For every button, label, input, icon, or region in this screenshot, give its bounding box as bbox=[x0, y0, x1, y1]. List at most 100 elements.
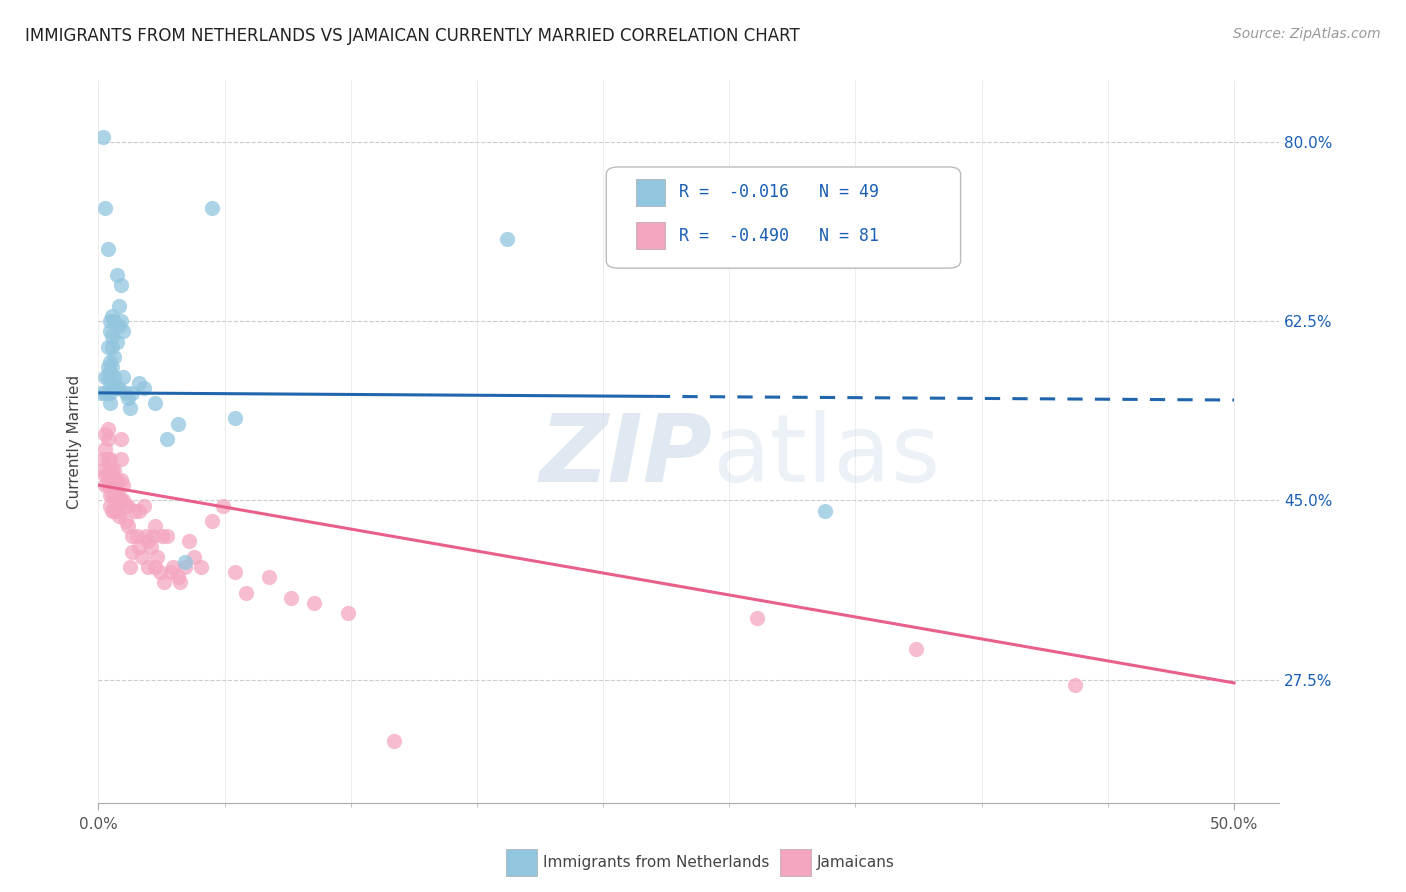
Point bbox=[103, 504, 125, 518]
Point bbox=[101, 329, 124, 343]
Point bbox=[101, 340, 124, 354]
Point bbox=[98, 396, 121, 410]
Text: ZIP: ZIP bbox=[540, 410, 713, 502]
Point bbox=[224, 411, 246, 425]
Text: Source: ZipAtlas.com: Source: ZipAtlas.com bbox=[1233, 27, 1381, 41]
Point bbox=[105, 488, 128, 502]
Point bbox=[103, 463, 125, 477]
Point bbox=[257, 570, 280, 584]
Point bbox=[382, 734, 405, 748]
Point bbox=[110, 314, 132, 328]
Point bbox=[98, 314, 121, 328]
Point bbox=[114, 514, 136, 528]
Point bbox=[114, 385, 136, 400]
Point bbox=[212, 499, 235, 513]
Y-axis label: Currently Married: Currently Married bbox=[67, 375, 83, 508]
Point bbox=[745, 611, 768, 625]
Point bbox=[280, 591, 302, 605]
Point bbox=[90, 385, 112, 400]
Point bbox=[117, 499, 139, 513]
Point bbox=[108, 299, 131, 313]
Point bbox=[201, 202, 224, 216]
Text: atlas: atlas bbox=[713, 410, 941, 502]
Point bbox=[103, 473, 125, 487]
FancyBboxPatch shape bbox=[606, 167, 960, 268]
Point bbox=[105, 334, 128, 349]
Point bbox=[101, 463, 124, 477]
Point bbox=[112, 324, 135, 338]
Point bbox=[110, 278, 132, 293]
Point bbox=[131, 549, 153, 564]
Point bbox=[150, 529, 173, 543]
Point bbox=[96, 340, 118, 354]
Point bbox=[112, 493, 135, 508]
Point bbox=[138, 560, 160, 574]
Point bbox=[101, 473, 124, 487]
Point bbox=[101, 360, 124, 375]
Point bbox=[128, 540, 150, 554]
Point bbox=[132, 499, 155, 513]
Point bbox=[128, 504, 150, 518]
Point bbox=[105, 504, 128, 518]
Point bbox=[135, 529, 157, 543]
Point bbox=[153, 575, 176, 590]
Point bbox=[179, 534, 201, 549]
Point bbox=[235, 585, 257, 599]
Point bbox=[190, 560, 212, 574]
Point bbox=[112, 478, 135, 492]
Point bbox=[98, 355, 121, 369]
Point bbox=[302, 596, 325, 610]
Point bbox=[496, 232, 519, 246]
Point bbox=[120, 401, 142, 416]
Point bbox=[155, 529, 177, 543]
Point bbox=[96, 243, 118, 257]
Point bbox=[96, 467, 118, 482]
Point bbox=[91, 129, 114, 144]
Point bbox=[110, 473, 132, 487]
Point bbox=[94, 202, 117, 216]
Point bbox=[110, 493, 132, 508]
Point bbox=[101, 504, 124, 518]
Point bbox=[98, 478, 121, 492]
Point bbox=[94, 385, 117, 400]
Point bbox=[143, 519, 166, 533]
Point bbox=[96, 478, 118, 492]
Point bbox=[98, 376, 121, 390]
Point bbox=[138, 534, 160, 549]
Point bbox=[1064, 678, 1087, 692]
Point bbox=[108, 508, 131, 523]
Point bbox=[167, 570, 190, 584]
Point bbox=[149, 565, 172, 579]
Text: R =  -0.016   N = 49: R = -0.016 N = 49 bbox=[679, 183, 880, 202]
Point bbox=[103, 370, 125, 384]
Point bbox=[143, 560, 166, 574]
Point bbox=[94, 467, 117, 482]
Point bbox=[124, 504, 146, 518]
Point bbox=[98, 452, 121, 467]
Point bbox=[105, 473, 128, 487]
Point bbox=[101, 309, 124, 323]
Point bbox=[96, 422, 118, 436]
Point bbox=[98, 324, 121, 338]
Point bbox=[108, 381, 131, 395]
Point bbox=[167, 417, 190, 431]
Point bbox=[101, 381, 124, 395]
Point bbox=[121, 529, 143, 543]
FancyBboxPatch shape bbox=[636, 222, 665, 250]
Point bbox=[905, 642, 928, 657]
Point bbox=[146, 549, 169, 564]
Point bbox=[169, 575, 191, 590]
Point bbox=[224, 565, 246, 579]
Point bbox=[103, 483, 125, 498]
Point bbox=[98, 385, 121, 400]
Point bbox=[117, 391, 139, 405]
Point bbox=[103, 381, 125, 395]
Point bbox=[155, 432, 177, 446]
Point bbox=[105, 268, 128, 282]
Point bbox=[201, 514, 224, 528]
Text: R =  -0.490   N = 81: R = -0.490 N = 81 bbox=[679, 227, 880, 244]
Point bbox=[91, 463, 114, 477]
Point bbox=[125, 529, 148, 543]
Point bbox=[96, 432, 118, 446]
Point bbox=[98, 499, 121, 513]
